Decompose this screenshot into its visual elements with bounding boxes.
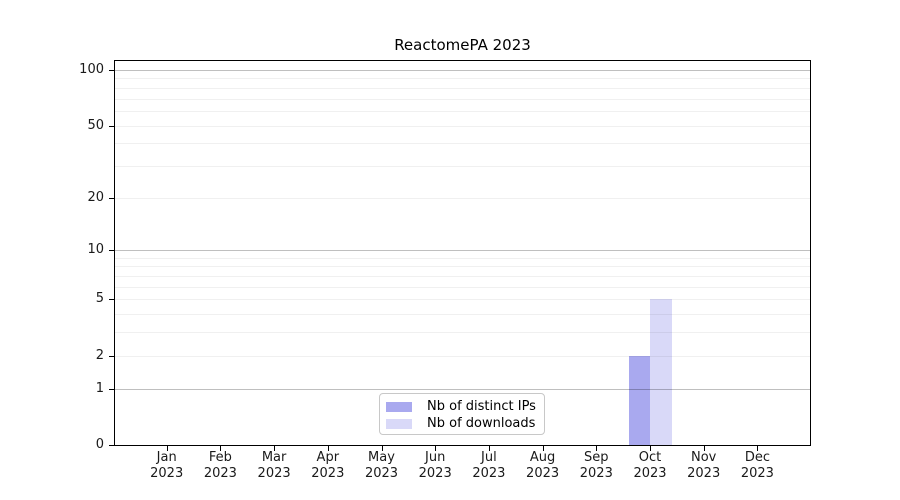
y-tick-label: 1 [95,380,104,396]
y-gridline-minor [115,197,810,199]
y-gridline-minor [115,110,810,112]
x-tick-label: May 2023 [364,450,399,481]
legend-swatch-downloads [386,418,412,429]
y-tick-label: 0 [95,437,104,452]
y-gridline-minor [115,143,810,145]
legend-label-distinct-ips: Nb of distinct IPs [427,399,536,414]
y-tick-label: 20 [87,189,104,205]
y-tick-label: 5 [95,291,104,307]
legend-item-distinct-ips: Nb of distinct IPs [386,398,538,415]
bar-downloads [650,299,672,445]
bar-distinct-ips [628,355,650,445]
y-tick-label: 10 [87,242,104,258]
y-tick-label: 50 [87,117,104,133]
y-gridline-minor [115,125,810,127]
x-tick-mark [220,446,222,451]
x-tick-label: Mar 2023 [257,450,291,481]
x-tick-label: Jun 2023 [418,450,452,481]
x-tick-mark [596,446,598,451]
y-gridline-minor [115,276,810,278]
legend-item-downloads: Nb of downloads [386,415,538,432]
x-tick-label: Feb 2023 [203,450,237,481]
y-gridline-minor [115,299,810,301]
x-tick-mark [757,446,759,451]
plot-area [114,60,811,446]
x-tick-mark [435,446,437,451]
y-gridline-minor [115,332,810,334]
y-tick-mark [109,197,114,199]
y-tick-mark [109,70,114,71]
y-gridline-minor [115,257,810,259]
y-gridline-minor [115,98,810,100]
x-tick-mark [703,446,705,451]
x-tick-label: Dec 2023 [740,450,774,481]
y-tick-mark [109,125,114,127]
x-tick-label: Jan 2023 [150,450,184,481]
x-tick-label: Jul 2023 [472,450,506,481]
y-gridline-minor [115,355,810,357]
x-tick-mark [327,446,329,451]
x-tick-mark [381,446,383,451]
x-tick-label: Aug 2023 [526,450,560,481]
x-tick-label: Oct 2023 [633,450,667,481]
y-tick-mark [109,445,114,446]
legend-swatch-distinct-ips [386,401,412,412]
x-tick-mark [274,446,276,451]
y-gridline-major [115,70,810,71]
y-gridline-minor [115,286,810,288]
x-tick-label: Sep 2023 [579,450,613,481]
x-tick-mark [542,446,544,451]
y-gridline-minor [115,78,810,80]
x-tick-label: Nov 2023 [687,450,721,481]
y-tick-mark [109,250,114,252]
y-tick-mark [109,299,114,301]
y-gridline-major [115,250,810,252]
y-tick-mark [109,388,114,390]
legend: Nb of distinct IPs Nb of downloads [379,393,545,435]
legend-label-downloads: Nb of downloads [427,416,536,431]
x-tick-mark [650,446,651,451]
y-gridline-major [115,388,810,390]
y-gridline-minor [115,314,810,316]
x-tick-mark [488,446,490,451]
y-gridline-minor [115,266,810,268]
x-tick-label: Apr 2023 [311,450,345,481]
y-tick-label: 2 [95,347,104,363]
y-tick-label: 100 [79,62,104,77]
y-gridline-minor [115,87,810,89]
x-tick-mark [166,446,168,451]
chart-title: ReactomePA 2023 [394,36,531,54]
y-gridline-minor [115,165,810,167]
y-tick-mark [109,355,114,357]
